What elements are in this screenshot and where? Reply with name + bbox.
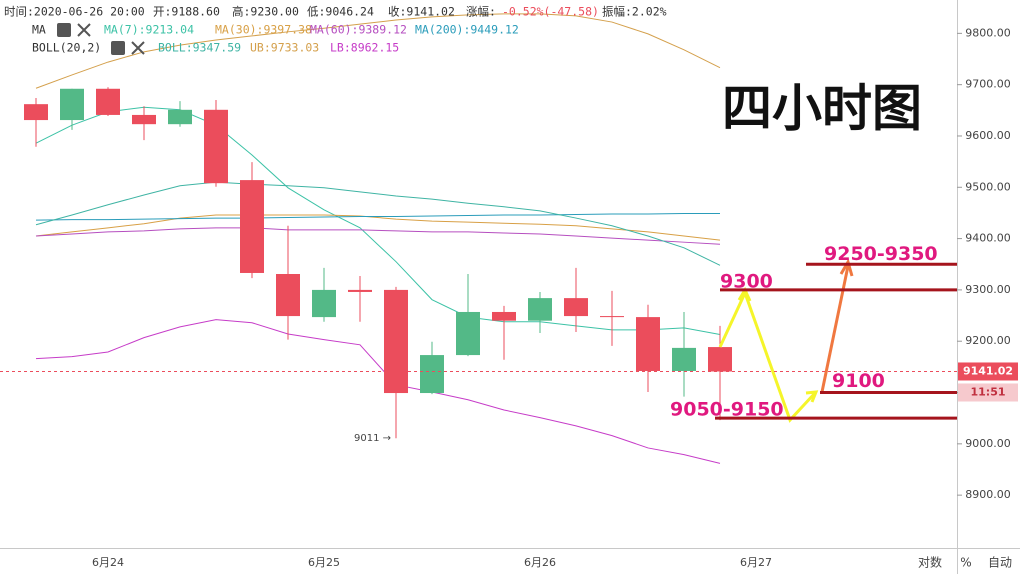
header-text: 涨幅: xyxy=(466,5,496,19)
candle-body xyxy=(600,316,624,318)
legend-entry: MA(60):9389.12 xyxy=(310,23,407,37)
legend-entry: MA(7):9213.04 xyxy=(104,23,194,37)
indicator-line xyxy=(35,214,721,241)
candle-body xyxy=(636,317,660,371)
candle-body xyxy=(168,109,192,125)
low-marker: 9011 → xyxy=(354,433,391,444)
x-tick-label: 6月26 xyxy=(524,556,556,569)
candle-body xyxy=(672,347,696,371)
indicator-line xyxy=(35,106,721,336)
legend-entry: UB:9733.03 xyxy=(250,41,319,55)
axis-button[interactable]: 对数 xyxy=(918,555,942,570)
path-arrow xyxy=(820,265,850,393)
indicator-line xyxy=(35,181,721,266)
x-tick-label: 6月25 xyxy=(308,556,340,569)
level-label: 9050-9150 xyxy=(670,399,784,421)
candle-body xyxy=(24,104,48,121)
legend-entry: MA(200):9449.12 xyxy=(415,23,519,37)
arrow-head xyxy=(839,258,854,277)
close-icon[interactable] xyxy=(131,41,145,55)
indicator-line xyxy=(35,319,721,464)
candle-body xyxy=(492,311,516,321)
candle-body xyxy=(96,88,120,115)
legend-icons xyxy=(57,23,145,55)
candle-body xyxy=(708,347,732,372)
candle-body xyxy=(384,289,408,394)
axis-button[interactable]: 自动 xyxy=(988,556,1012,570)
countdown-box xyxy=(958,383,1018,402)
legend-entry: BOLL:9347.59 xyxy=(158,41,241,55)
candle-body xyxy=(132,114,156,125)
countdown-label: 11:51 xyxy=(970,385,1005,398)
y-tick-label: 9300.00 xyxy=(965,283,1011,296)
plot xyxy=(24,13,732,464)
level-label: 9250-9350 xyxy=(824,243,938,265)
indicator-line xyxy=(35,227,721,245)
y-tick-label: 9700.00 xyxy=(965,78,1011,91)
candle-body xyxy=(348,289,372,292)
y-tick-label: 8900.00 xyxy=(965,488,1011,501)
legend-entry: MA(30):9397.38 xyxy=(215,23,312,37)
candle-body xyxy=(312,289,336,318)
header-text: 高:9230.00 xyxy=(232,5,299,19)
header-text: 时间:2020-06-26 20:00 xyxy=(4,5,145,19)
y-tick-label: 9600.00 xyxy=(965,129,1011,142)
arrow-head xyxy=(805,390,819,403)
settings-icon[interactable] xyxy=(57,23,71,37)
level-label: 9100 xyxy=(832,370,885,392)
axis-button[interactable]: % xyxy=(960,556,971,570)
header-text: 开:9188.60 xyxy=(153,5,220,19)
y-tick-label: 9800.00 xyxy=(965,26,1011,39)
indicator-line xyxy=(35,13,721,89)
last-price-label: 9141.02 xyxy=(963,364,1013,377)
chart-title: 四小时图 xyxy=(722,80,922,138)
header-text: 收:9141.02 xyxy=(388,5,455,19)
y-tick-label: 9000.00 xyxy=(965,437,1011,450)
y-tick-label: 9400.00 xyxy=(965,232,1011,245)
candle-body xyxy=(528,298,552,321)
candle-body xyxy=(420,355,444,394)
candle-body xyxy=(60,88,84,121)
header-text: 振幅:2.02% xyxy=(602,5,667,19)
indicator-label: MA xyxy=(32,23,46,37)
header-text: 低:9046.24 xyxy=(307,5,374,19)
candle-body xyxy=(204,109,228,184)
y-tick-label: 9200.00 xyxy=(965,334,1011,347)
last-price-box xyxy=(958,362,1018,381)
x-tick-label: 6月27 xyxy=(740,556,772,569)
y-tick-label: 9500.00 xyxy=(965,180,1011,193)
indicator-line xyxy=(35,212,720,221)
candle-body xyxy=(240,180,264,273)
candle-body xyxy=(456,311,480,356)
settings-icon[interactable] xyxy=(111,41,125,55)
candle-body xyxy=(564,298,588,317)
legend-entry: LB:8962.15 xyxy=(330,41,399,55)
x-tick-label: 6月24 xyxy=(92,556,124,569)
header-text: -0.52%(-47.58) xyxy=(502,5,599,19)
candle-body xyxy=(276,274,300,317)
indicator-label: BOLL(20,2) xyxy=(32,41,101,55)
level-label: 9300 xyxy=(720,270,773,292)
path-arrow xyxy=(718,289,817,423)
close-icon[interactable] xyxy=(77,23,91,37)
